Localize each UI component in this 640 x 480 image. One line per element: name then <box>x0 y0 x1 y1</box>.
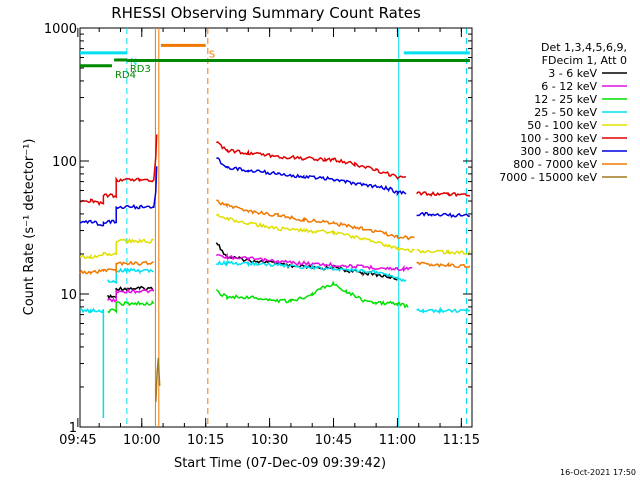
series-line <box>107 299 155 314</box>
series-line <box>216 141 407 181</box>
legend-label: 800 - 7000 keV <box>513 158 597 171</box>
series-line <box>215 252 413 273</box>
legend-label: 12 - 25 keV <box>534 93 597 106</box>
timestamp-stamp: 16-Oct-2021 17:50 <box>560 468 636 477</box>
series-line <box>416 190 471 198</box>
x-tick-label: 11:00 <box>379 433 416 448</box>
series-line <box>216 157 407 197</box>
y-tick-label: 100 <box>52 155 77 170</box>
band-label: RD3 <box>130 64 151 75</box>
legend-label: 100 - 300 keV <box>520 132 597 145</box>
plot-frame <box>79 27 473 428</box>
x-tick-label: 10:45 <box>315 433 352 448</box>
x-tick-label: 11:15 <box>443 433 480 448</box>
series-line <box>416 211 471 219</box>
legend-label: 300 - 800 keV <box>520 145 597 158</box>
x-tick-label: 10:15 <box>187 433 224 448</box>
legend-label: 6 - 12 keV <box>541 80 597 93</box>
series-line <box>416 261 471 269</box>
series-line <box>155 358 161 402</box>
band-label: RD4 <box>115 70 136 81</box>
legend-label: 50 - 100 keV <box>527 119 597 132</box>
y-axis-title: Count Rate (s⁻¹ detector⁻¹) <box>22 139 37 316</box>
series-line <box>215 242 398 281</box>
legend: Det 1,3,4,5,6,9,FDecim 1, Att 03 - 6 keV… <box>499 41 627 184</box>
y-tick-label: 1 <box>69 421 77 436</box>
series-line <box>107 287 155 303</box>
axis-ticks-layer: 1 10 100 1000 09:45 10:00 10:15 10:30 10:45 11:00… <box>44 22 480 448</box>
y-tick-label: 10 <box>60 288 77 303</box>
y-tick-label: 1000 <box>44 22 77 37</box>
series-line <box>416 306 471 315</box>
band-label: N <box>130 57 137 68</box>
x-tick-label: 09:45 <box>59 433 96 448</box>
band-label: S <box>209 49 215 60</box>
series-line <box>79 166 158 227</box>
x-tick-label: 10:00 <box>123 433 160 448</box>
legend-label: 25 - 50 keV <box>534 106 597 119</box>
x-axis-title: Start Time (07-Dec-09 09:39:42) <box>174 456 386 471</box>
legend-header: Det 1,3,4,5,6,9, <box>541 41 627 54</box>
legend-label: 7000 - 15000 keV <box>499 171 597 184</box>
series-line <box>107 267 155 284</box>
legend-label: 3 - 6 keV <box>548 67 597 80</box>
x-tick-label: 10:30 <box>251 433 288 448</box>
series-line <box>79 237 155 259</box>
series-line <box>79 134 158 206</box>
series-line <box>215 281 409 309</box>
series-line <box>79 307 105 419</box>
series-line <box>216 199 415 241</box>
chart-title: RHESSI Observing Summary Count Rates <box>111 4 421 22</box>
series-line <box>215 213 415 253</box>
series-line <box>216 259 407 283</box>
series-line <box>416 248 471 256</box>
legend-header: FDecim 1, Att 0 <box>542 54 627 67</box>
series-line <box>79 260 154 276</box>
